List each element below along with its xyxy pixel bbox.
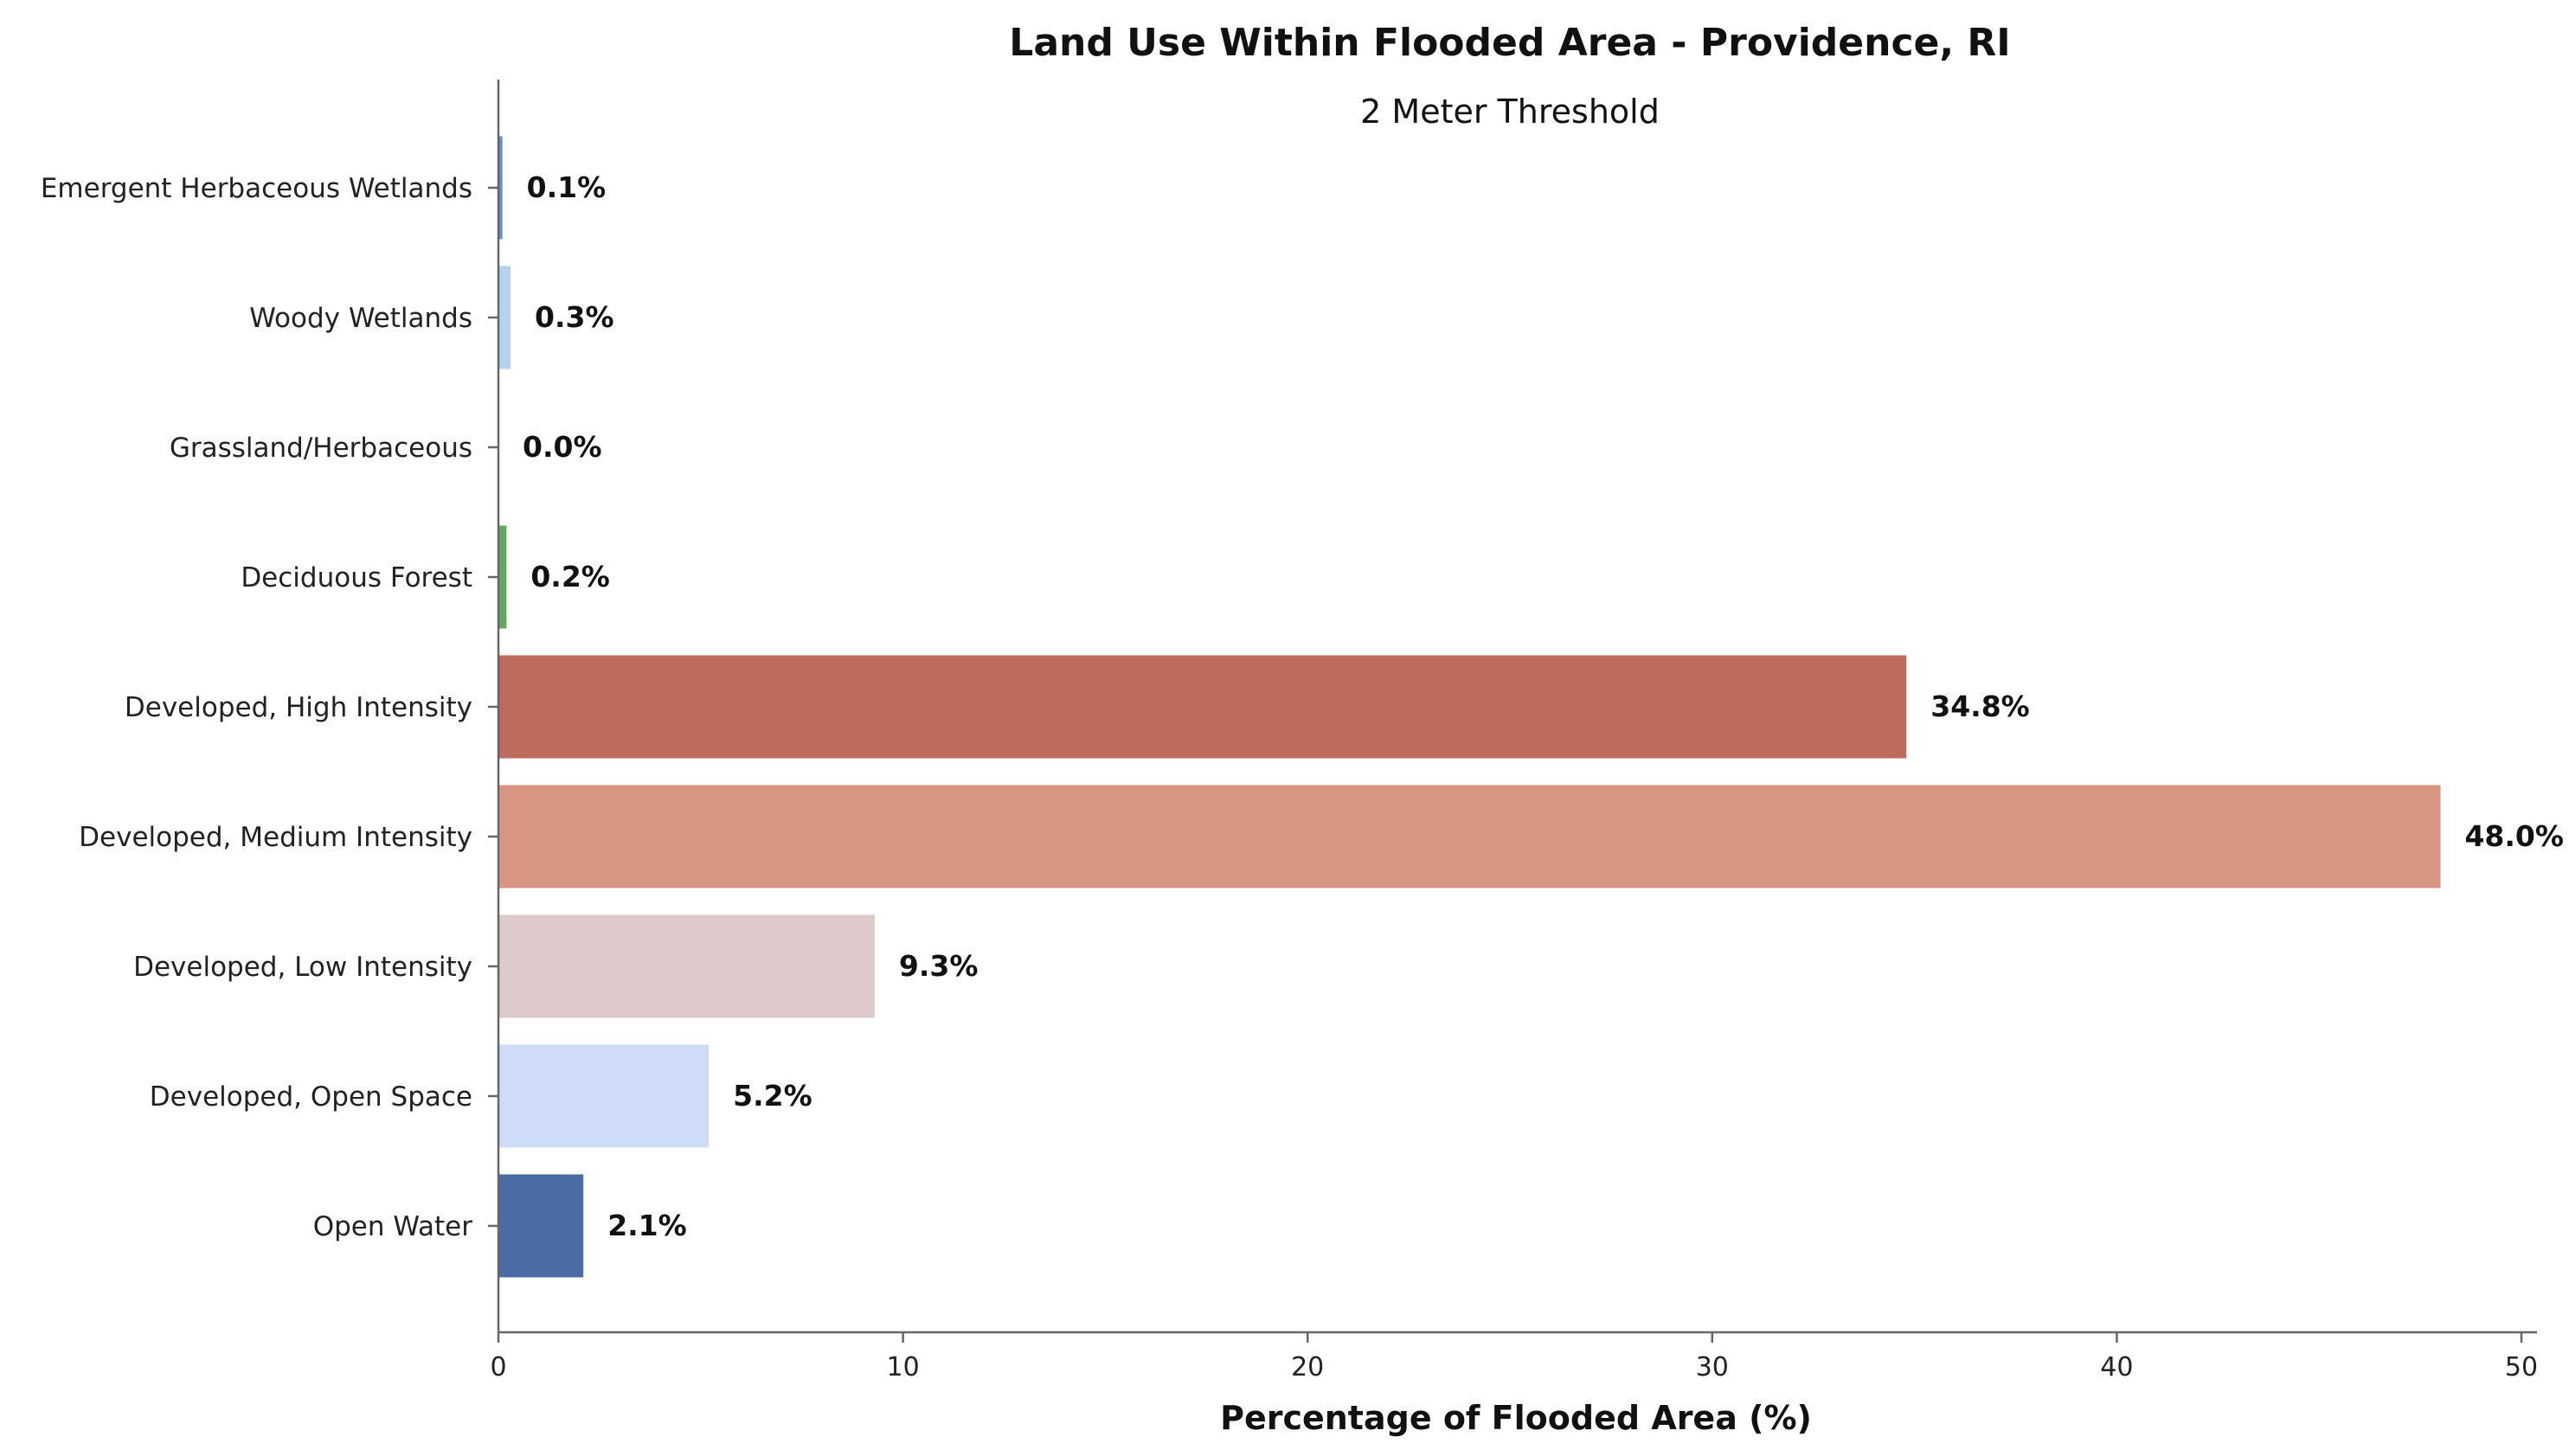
- x-tick-label: 30: [1696, 1352, 1729, 1382]
- chart-title: Land Use Within Flooded Area - Providenc…: [1009, 21, 2010, 65]
- bar: [498, 1174, 584, 1278]
- category-labels-group: Emergent Herbaceous Wetlands Woody Wetlan…: [41, 173, 498, 1242]
- bar: [498, 785, 2441, 888]
- category-label: Emergent Herbaceous Wetlands: [41, 173, 472, 204]
- bar-value-label: 48.0%: [2464, 819, 2564, 853]
- bar-value-label: 34.8%: [1930, 690, 2030, 723]
- bar: [498, 266, 511, 369]
- bars-group: [498, 136, 2441, 1278]
- x-tick-label: 0: [490, 1352, 506, 1382]
- category-label: Woody Wetlands: [249, 303, 472, 334]
- category-label: Developed, Medium Intensity: [79, 822, 472, 853]
- value-labels-group: 0.1% 0.3% 0.0% 0.2% 34.8% 48.0% 9.3% 5.2% 2.1%: [523, 170, 2564, 1242]
- category-label: Deciduous Forest: [241, 562, 472, 593]
- x-tick-label: 40: [2100, 1352, 2133, 1382]
- bar-value-label: 9.3%: [899, 949, 979, 983]
- x-tick-label: 10: [887, 1352, 920, 1382]
- chart-subtitle: 2 Meter Threshold: [1360, 93, 1660, 131]
- category-label: Developed, Open Space: [150, 1081, 472, 1113]
- x-tick-label: 20: [1291, 1352, 1324, 1382]
- bar-value-label: 0.1%: [527, 170, 607, 204]
- bar-value-label: 5.2%: [733, 1079, 812, 1113]
- bar-value-label: 2.1%: [607, 1209, 687, 1242]
- x-ticks-group: 0 10 20 30 40 50: [490, 1332, 2538, 1382]
- category-label: Developed, High Intensity: [125, 692, 472, 723]
- bar-value-label: 0.0%: [523, 430, 602, 464]
- bar: [498, 136, 503, 240]
- bar-value-label: 0.3%: [535, 300, 614, 334]
- category-label: Open Water: [313, 1211, 473, 1242]
- bar: [498, 655, 1907, 759]
- category-label: Grassland/Herbaceous: [170, 433, 472, 464]
- bar: [498, 914, 875, 1018]
- x-tick-label: 50: [2505, 1352, 2538, 1382]
- bar: [498, 525, 507, 629]
- category-label: Developed, Low Intensity: [133, 952, 472, 983]
- bar: [498, 1044, 710, 1148]
- bar-value-label: 0.2%: [530, 560, 610, 593]
- x-axis-label: Percentage of Flooded Area (%): [1220, 1399, 1812, 1437]
